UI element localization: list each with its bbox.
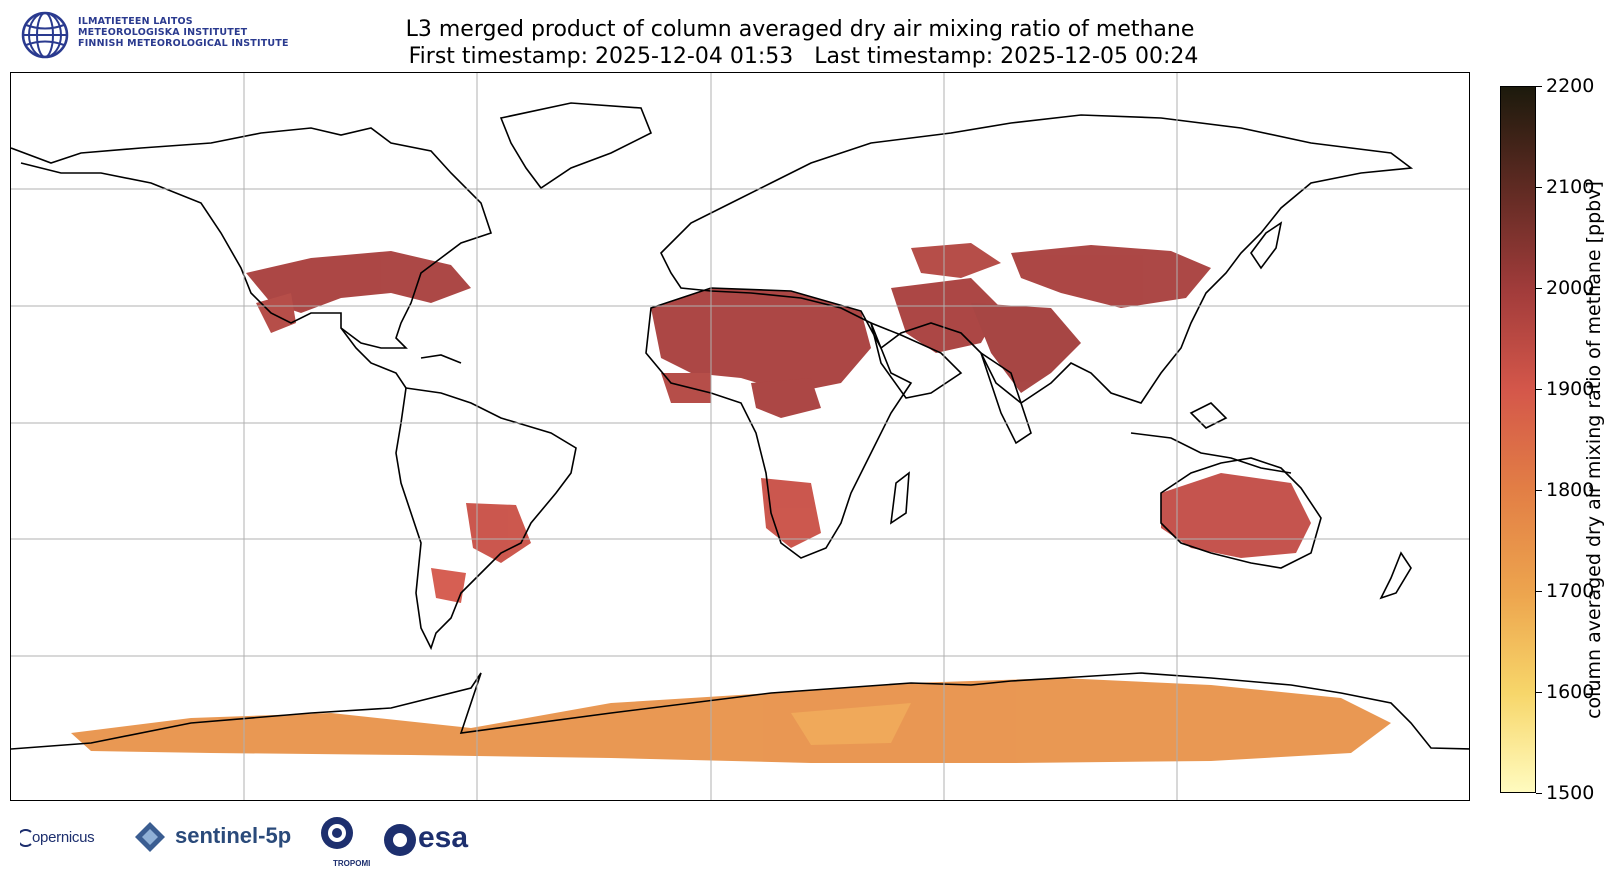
colorbar-tick [1536,590,1542,592]
colorbar-tick-label: 1900 [1546,378,1595,400]
sentinel-satellite-icon [135,822,165,852]
fmi-globe-icon [21,11,69,59]
colorbar-tick-label: 1600 [1546,681,1595,703]
fmi-line2: METEOROLOGISKA INSTITUTET [78,27,248,38]
colorbar-tick-label: 1800 [1546,479,1595,501]
tropomi-text: TROPOMI [333,859,371,868]
colorbar-tick-label: 2000 [1546,277,1595,299]
fmi-line1: ILMATIETEEN LAITOS [78,16,193,27]
colorbar-title: column averaged dry air mixing ratio of … [1583,181,1605,719]
copernicus-c-icon [16,829,32,847]
colorbar-tick-label: 1500 [1546,782,1595,804]
colorbar-tick [1536,691,1542,693]
coastlines [11,102,1469,750]
colorbar-tick [1536,489,1542,491]
colorbar-tick [1536,287,1542,289]
page-title: L3 merged product of column averaged dry… [300,16,1300,70]
title-line1: L3 merged product of column averaged dry… [405,17,1195,42]
fmi-line3: FINNISH METEOROLOGICAL INSTITUTE [78,38,289,49]
fmi-logo: ILMATIETEEN LAITOS METEOROLOGISKA INSTIT… [20,10,295,60]
copernicus-text: opernicus [32,829,95,846]
tropomi-eye-icon [321,817,353,849]
map-panel [10,72,1470,801]
world-map [11,73,1469,800]
colorbar-tick [1536,388,1542,390]
copernicus-logo: opernicus [16,829,95,847]
colorbar-tick [1536,85,1542,87]
colorbar-tick-label: 2200 [1546,75,1595,97]
colorbar-tick-label: 1700 [1546,580,1595,602]
colorbar-tick-label: 2100 [1546,176,1595,198]
footer-logos: opernicus sentinel-5p TROPOMI esa [16,815,580,868]
colorbar [1500,86,1536,793]
colorbar-tick [1536,792,1542,794]
sentinel-text: sentinel-5p [175,823,292,848]
title-line2: First timestamp: 2025-12-04 01:53 Last t… [401,44,1199,69]
esa-text: esa [418,821,469,854]
methane-data-layer [71,243,1391,763]
gridlines [11,73,1469,800]
esa-logo-icon [384,824,416,856]
colorbar-tick [1536,186,1542,188]
fmi-text: ILMATIETEEN LAITOS METEOROLOGISKA INSTIT… [78,16,289,49]
